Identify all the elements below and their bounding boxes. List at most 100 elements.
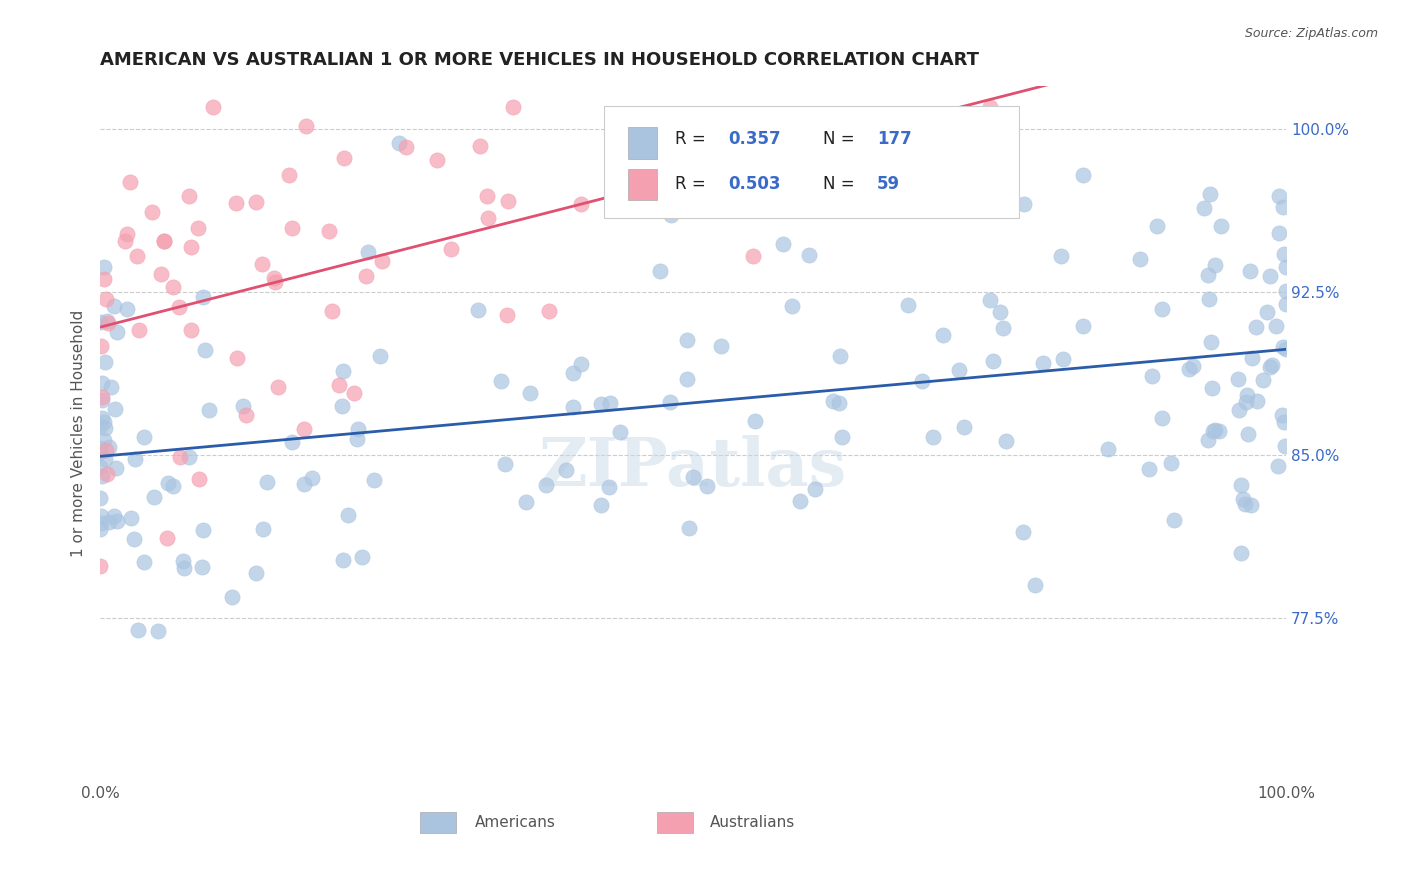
Text: 0.503: 0.503 [728, 175, 782, 194]
Point [127, 249, 149, 263]
Point [127, 623, 149, 637]
Point [1197, 434, 1219, 448]
Point [169, 450, 191, 464]
Point [1199, 334, 1222, 349]
Point [1032, 356, 1054, 370]
Point [281, 434, 304, 449]
Point [167, 300, 190, 314]
Point [1227, 372, 1250, 386]
Point [162, 279, 184, 293]
Point [363, 474, 385, 488]
Point [193, 524, 215, 538]
Point [1234, 394, 1257, 409]
Point [1275, 260, 1298, 274]
Point [96, 314, 118, 328]
Point [1275, 342, 1298, 356]
Point [1234, 498, 1257, 512]
Point [256, 475, 278, 490]
Point [648, 264, 671, 278]
Text: R =: R = [675, 175, 711, 194]
Point [1012, 197, 1035, 211]
Point [494, 457, 516, 471]
Point [828, 183, 851, 197]
Point [678, 521, 700, 535]
Point [1178, 362, 1201, 376]
Text: Americans: Americans [475, 815, 555, 830]
Text: 177: 177 [877, 130, 911, 148]
Point [188, 472, 211, 486]
Point [1271, 340, 1294, 354]
Point [828, 396, 851, 410]
Point [741, 249, 763, 263]
Point [981, 354, 1004, 368]
Bar [420, 813, 456, 833]
Point [911, 375, 934, 389]
Point [114, 234, 136, 248]
Text: 59: 59 [877, 175, 900, 194]
Point [675, 372, 697, 386]
Point [1232, 492, 1254, 507]
Point [120, 175, 142, 189]
Point [921, 430, 943, 444]
Point [354, 269, 377, 284]
Point [659, 208, 682, 222]
Point [103, 300, 125, 314]
Point [91, 376, 114, 391]
Point [332, 553, 354, 567]
Point [105, 514, 128, 528]
Point [932, 327, 955, 342]
Point [292, 476, 315, 491]
Point [1230, 546, 1253, 560]
Point [994, 434, 1017, 449]
Point [141, 204, 163, 219]
Point [828, 350, 851, 364]
Point [89, 442, 111, 456]
Point [191, 560, 214, 574]
Y-axis label: 1 or more Vehicles in Household: 1 or more Vehicles in Household [72, 310, 86, 557]
Point [152, 234, 174, 248]
FancyBboxPatch shape [605, 106, 1019, 218]
Point [357, 244, 380, 259]
Point [1239, 264, 1261, 278]
Point [561, 401, 583, 415]
Point [91, 390, 114, 404]
Point [267, 379, 290, 393]
Point [187, 221, 209, 235]
Point [991, 321, 1014, 335]
Point [177, 188, 200, 202]
Point [534, 478, 557, 492]
Point [1204, 423, 1226, 437]
Point [538, 303, 561, 318]
Bar [628, 169, 658, 200]
Point [562, 366, 585, 380]
Point [571, 196, 593, 211]
Point [1230, 478, 1253, 492]
Point [1246, 393, 1268, 408]
Point [744, 414, 766, 428]
Point [201, 100, 224, 114]
Point [897, 298, 920, 312]
Point [1146, 219, 1168, 233]
Point [93, 260, 115, 274]
Point [89, 459, 111, 474]
Point [1049, 249, 1071, 263]
Point [519, 385, 541, 400]
Point [609, 425, 631, 439]
Point [132, 556, 155, 570]
Point [1272, 200, 1295, 214]
Text: N =: N = [824, 175, 860, 194]
Point [173, 561, 195, 575]
Point [89, 419, 111, 434]
Point [496, 308, 519, 322]
Point [1265, 319, 1288, 334]
Point [96, 467, 118, 482]
Point [395, 140, 418, 154]
Point [93, 452, 115, 467]
Point [328, 378, 350, 392]
Point [104, 401, 127, 416]
Point [1267, 189, 1289, 203]
Point [1268, 226, 1291, 240]
Point [97, 440, 120, 454]
Point [1052, 352, 1074, 367]
Point [333, 151, 356, 165]
